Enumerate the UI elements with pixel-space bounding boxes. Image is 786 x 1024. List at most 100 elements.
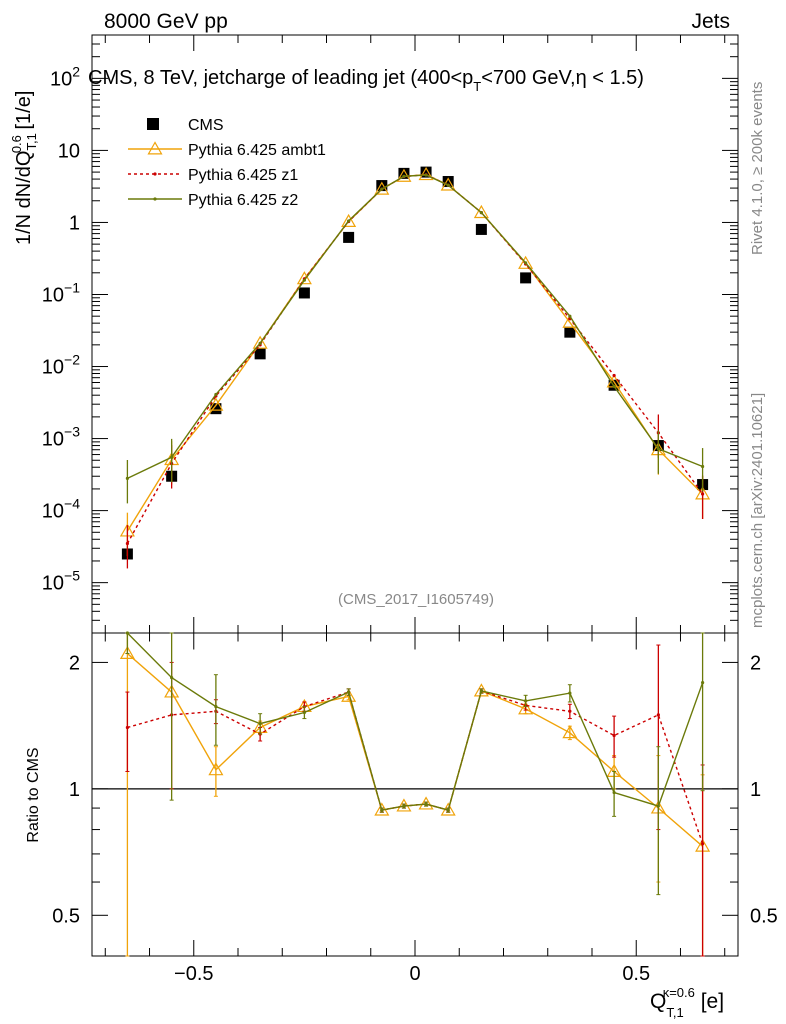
ratio-point xyxy=(424,802,428,806)
ratio-tick-label: 2 xyxy=(69,652,80,674)
ratio-tick-labels: 2 2 1 1 0.5 0.5 xyxy=(52,652,778,927)
series-point xyxy=(479,211,483,215)
ratio-pythia-6-425-z1 xyxy=(125,644,705,957)
ratio-point xyxy=(380,808,384,812)
legend-marker xyxy=(147,118,159,130)
svg-text:1/N dN/dQT,10.6 [1/e]: 1/N dN/dQT,10.6 [1/e] xyxy=(9,91,39,245)
series-point xyxy=(214,392,218,397)
y-tick-label: 10−1 xyxy=(42,279,80,306)
ratio-point xyxy=(479,689,483,693)
legend-marker xyxy=(147,141,163,155)
cms-data-point xyxy=(564,326,576,338)
series-point xyxy=(446,183,450,187)
series-point xyxy=(402,174,406,178)
ratio-point xyxy=(258,722,262,726)
series-point xyxy=(568,314,572,318)
rivet-version-label: Rivet 4.1.0, ≥ 200k events xyxy=(749,82,766,255)
ratio-point xyxy=(562,725,578,739)
ratio-point xyxy=(656,713,660,717)
series-point xyxy=(125,476,129,480)
series-point xyxy=(296,271,312,285)
ratio-pythia-6-425-z2 xyxy=(125,631,705,896)
y-tick-label: 102 xyxy=(50,63,80,90)
series-point xyxy=(518,255,534,269)
ratio-tick-label: 0.5 xyxy=(750,905,778,927)
header-left: 8000 GeV pp xyxy=(104,10,228,33)
series-point xyxy=(252,335,268,349)
cms-data-point xyxy=(376,180,388,192)
legend-item: Pythia 6.425 z2 xyxy=(128,192,298,209)
cms-data-point xyxy=(442,176,454,188)
series-point xyxy=(347,219,351,223)
legend-item: Pythia 6.425 z1 xyxy=(128,167,298,184)
cms-data-point xyxy=(254,348,266,360)
ratio-point xyxy=(568,709,572,713)
ratio-point xyxy=(701,681,705,685)
mcplots-label: mcplots.cern.ch [arXiv:2401.10621] xyxy=(749,393,766,628)
series-point xyxy=(424,173,428,177)
ratio-point xyxy=(524,699,528,703)
series-line xyxy=(127,174,703,480)
legend-label: Pythia 6.425 z1 xyxy=(188,167,298,184)
y-tick-label: 10−4 xyxy=(42,496,80,523)
ratio-line xyxy=(127,690,704,845)
cms-data-point xyxy=(298,287,310,299)
x-tick-label: −0.5 xyxy=(174,963,213,985)
ratio-point xyxy=(170,676,174,680)
legend-item: CMS xyxy=(147,117,224,134)
y-tick-labels: 102 10 1 10−1 10−2 10−3 10−4 10−5 xyxy=(42,63,80,594)
ratio-point xyxy=(347,690,351,694)
ratio-point xyxy=(656,804,660,808)
y-tick-label: 10−5 xyxy=(42,568,80,595)
x-tick-label: 0.5 xyxy=(622,963,650,985)
legend: CMS Pythia 6.425 ambt1 Pythia 6.425 z1 Pyth… xyxy=(128,117,326,209)
cms-data-point xyxy=(520,272,532,284)
cms-data-point xyxy=(210,403,222,415)
y-axis-label: 1/N dN/dQT,10.6 [1/e] xyxy=(9,91,39,245)
ratio-point xyxy=(518,701,534,715)
ratio-tick-label: 1 xyxy=(69,779,80,801)
ratio-tick-label: 0.5 xyxy=(52,905,80,927)
series-layer xyxy=(119,166,711,569)
ratio-point xyxy=(125,631,129,635)
series-point xyxy=(656,447,660,451)
y-tick-label: 1 xyxy=(69,212,80,234)
ratio-point xyxy=(119,645,135,659)
ratio-point xyxy=(418,796,434,810)
series-cms xyxy=(121,166,709,560)
legend-item: Pythia 6.425 ambt1 xyxy=(128,141,326,159)
legend-label: Pythia 6.425 z2 xyxy=(188,192,298,209)
series-point xyxy=(612,373,616,378)
ratio-point xyxy=(446,808,450,812)
ratio-tick-label: 2 xyxy=(750,652,761,674)
cms-data-point xyxy=(475,223,487,235)
series-point xyxy=(380,187,384,191)
y-tick-label: 10−2 xyxy=(42,352,80,379)
ratio-y-axis-label: Ratio to CMS xyxy=(25,747,42,842)
ratio-point xyxy=(214,704,218,709)
series-point xyxy=(701,492,705,496)
series-point xyxy=(524,261,528,265)
series-point xyxy=(374,181,390,195)
chart-title: CMS, 8 TeV, jetcharge of leading jet (40… xyxy=(88,67,644,94)
series-point xyxy=(170,455,174,459)
ratio-point xyxy=(341,688,357,702)
cms-data-point xyxy=(398,167,410,179)
series-point xyxy=(302,278,306,282)
ratio-point xyxy=(402,804,406,808)
series-point xyxy=(208,397,224,411)
analysis-id-label: (CMS_2017_I1605749) xyxy=(338,591,494,608)
legend-label: CMS xyxy=(188,117,224,134)
series-point xyxy=(258,341,262,345)
series-pythia-6-425-z2 xyxy=(125,173,705,504)
series-point xyxy=(341,213,357,228)
series-point xyxy=(473,204,489,219)
series-pythia-6-425-z1 xyxy=(125,173,705,569)
ratio-point xyxy=(612,790,616,795)
ratio-point xyxy=(701,842,705,846)
ratio-tick-label: 1 xyxy=(750,779,761,801)
ratio-line xyxy=(126,632,704,811)
ratio-point xyxy=(473,683,489,697)
ratio-series-layer xyxy=(119,631,711,957)
